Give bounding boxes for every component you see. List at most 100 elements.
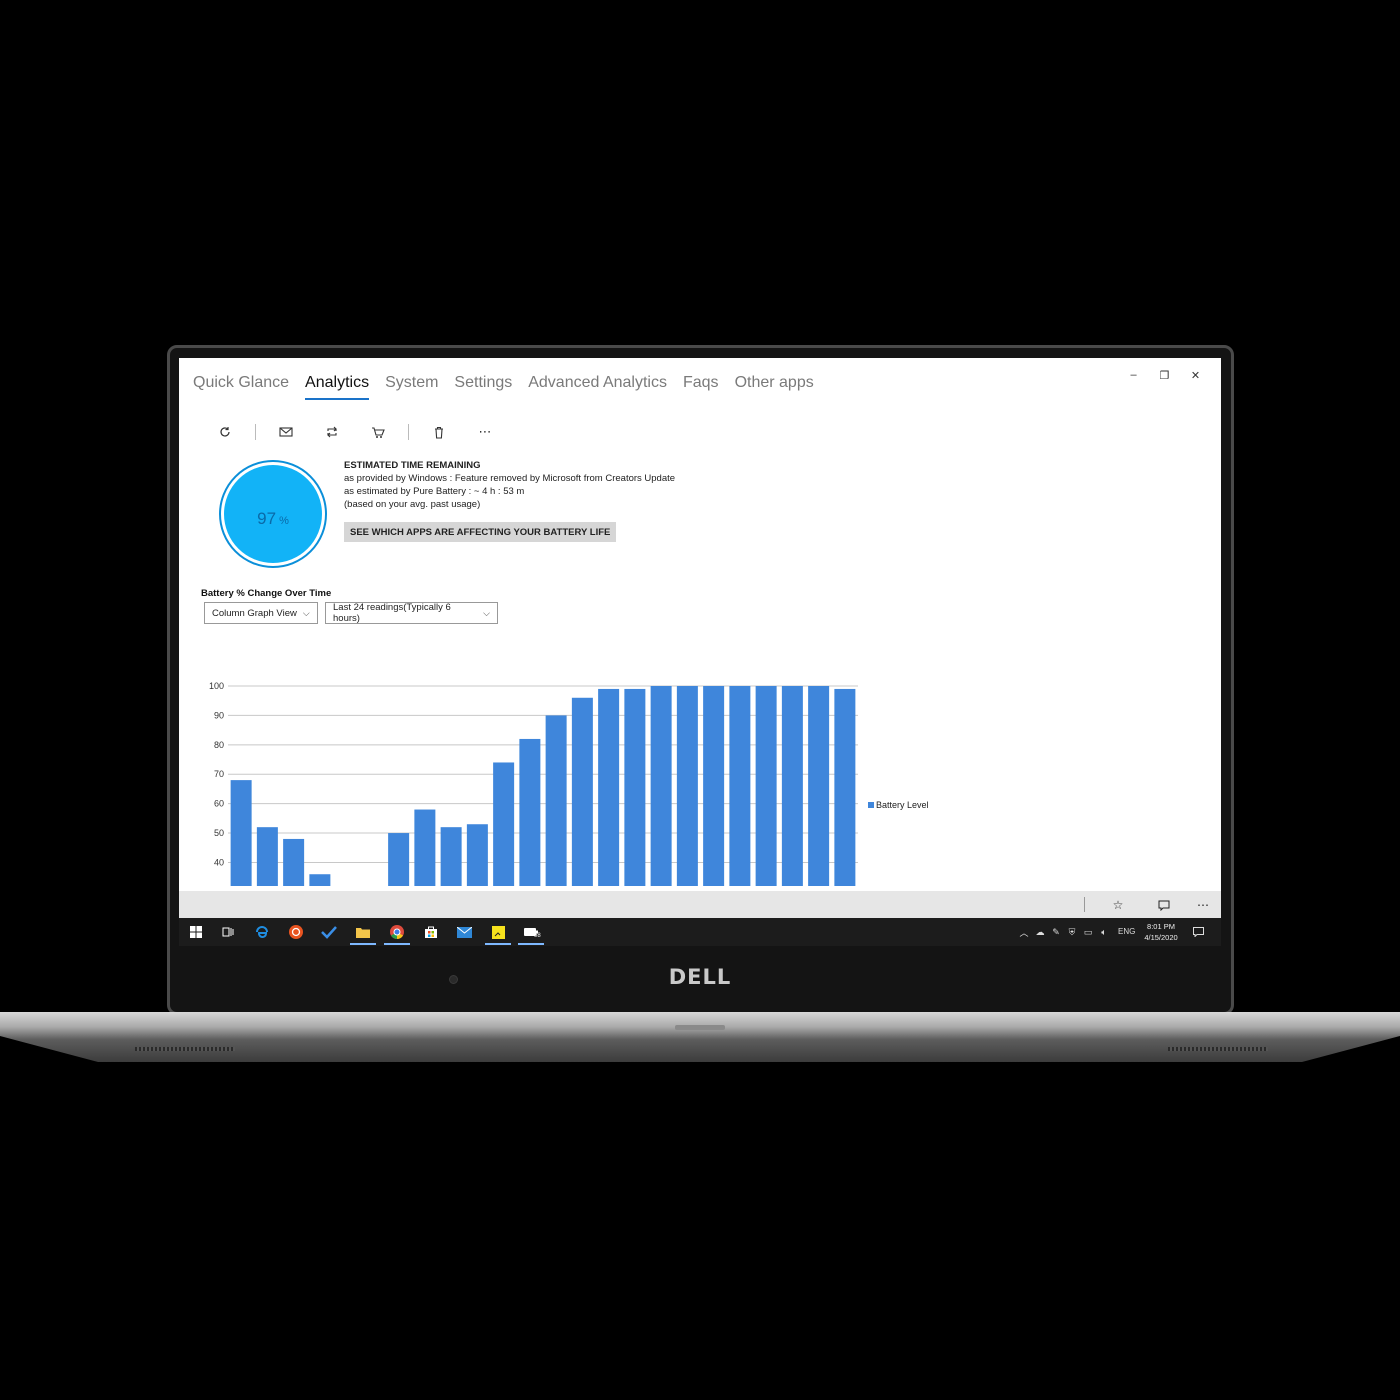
battery-bar bbox=[808, 686, 830, 886]
battery-bar bbox=[571, 697, 593, 886]
tab-analytics[interactable]: Analytics bbox=[305, 374, 370, 400]
y-tick-label: 40 bbox=[214, 857, 224, 867]
dell-logo: DELL bbox=[668, 965, 732, 989]
chevron-up-icon[interactable]: ︿ bbox=[1019, 927, 1029, 938]
battery-bar bbox=[676, 686, 698, 886]
repeat-icon[interactable] bbox=[316, 420, 348, 444]
mail-app-icon[interactable] bbox=[455, 923, 473, 941]
laptop-vent-right bbox=[1168, 1047, 1268, 1051]
windows-start-icon[interactable] bbox=[187, 923, 205, 941]
battery-gauge-fill: 97 % bbox=[224, 465, 322, 563]
battery-tray-icon[interactable]: ▭ bbox=[1083, 926, 1093, 937]
battery-bar bbox=[440, 827, 462, 886]
pure-battery-icon[interactable] bbox=[518, 923, 544, 945]
command-bar-divider bbox=[1084, 897, 1085, 912]
edge-icon[interactable] bbox=[253, 923, 271, 941]
app-badge: 98 bbox=[534, 933, 541, 939]
battery-bar bbox=[650, 686, 672, 886]
active-app-indicator bbox=[350, 943, 376, 945]
battery-percent-unit: % bbox=[279, 515, 289, 527]
active-app-indicator bbox=[518, 943, 544, 945]
battery-bar bbox=[466, 824, 488, 886]
battery-bar bbox=[388, 833, 410, 886]
windows-taskbar: 98 ︿ ☁ ✎ ⛨ ▭ 🔈︎ ENG 8:01 PM 4/15/2020 bbox=[179, 918, 1221, 946]
battery-bar bbox=[781, 686, 803, 886]
tab-advanced-analytics[interactable]: Advanced Analytics bbox=[528, 374, 667, 391]
tab-other-apps[interactable]: Other apps bbox=[734, 374, 814, 391]
graph-view-dropdown-value: Column Graph View bbox=[212, 607, 297, 619]
favorite-icon[interactable]: ☆ bbox=[1112, 898, 1124, 912]
battery-bar bbox=[834, 688, 856, 886]
estimate-basis-line: (based on your avg. past usage) bbox=[344, 499, 481, 510]
language-indicator[interactable]: ENG bbox=[1118, 927, 1136, 936]
estimate-pure-battery-line: as estimated by Pure Battery : ~ 4 h : 5… bbox=[344, 486, 525, 497]
battery-bar bbox=[755, 686, 777, 886]
todo-icon[interactable] bbox=[320, 923, 338, 941]
laptop-base bbox=[0, 1012, 1400, 1062]
toolbar-divider bbox=[408, 424, 409, 440]
y-tick-label: 90 bbox=[214, 710, 224, 720]
estimate-block: ESTIMATED TIME REMAINING as provided by … bbox=[344, 459, 675, 511]
clock-date: 4/15/2020 bbox=[1144, 933, 1178, 942]
battery-bar bbox=[703, 686, 725, 886]
feedback-icon[interactable] bbox=[1151, 895, 1177, 915]
app-command-bar: ☆ ⋯ bbox=[179, 891, 1221, 918]
toolbar-divider bbox=[255, 424, 256, 440]
legend-label: Battery Level bbox=[876, 800, 929, 810]
action-center-icon[interactable] bbox=[1192, 926, 1204, 938]
webcam bbox=[449, 975, 458, 984]
battery-percent-value: 97 bbox=[257, 509, 277, 528]
chrome-icon[interactable] bbox=[384, 923, 410, 945]
volume-icon[interactable]: 🔈︎ bbox=[1101, 926, 1107, 937]
security-icon[interactable]: ⛨ bbox=[1068, 926, 1076, 937]
battery-bar bbox=[414, 809, 436, 886]
mail-icon[interactable] bbox=[270, 420, 302, 444]
pen-icon[interactable]: ✎ bbox=[1052, 926, 1060, 937]
battery-bar bbox=[624, 688, 646, 886]
taskbar-clock[interactable]: 8:01 PM 4/15/2020 bbox=[1139, 921, 1183, 943]
estimate-windows-line: as provided by Windows : Feature removed… bbox=[344, 473, 676, 484]
more-icon[interactable]: ⋯ bbox=[1197, 898, 1209, 912]
battery-bar bbox=[309, 874, 331, 886]
graph-title: Battery % Change Over Time bbox=[201, 588, 332, 599]
app-window: Quick Glance Analytics System Settings A… bbox=[179, 358, 1221, 946]
tab-faqs[interactable]: Faqs bbox=[682, 374, 719, 391]
tab-quick-glance[interactable]: Quick Glance bbox=[193, 374, 290, 391]
laptop-base-notch bbox=[675, 1025, 725, 1030]
minimize-button[interactable]: – bbox=[1130, 369, 1137, 381]
store-icon[interactable] bbox=[422, 923, 440, 941]
task-view-icon[interactable] bbox=[219, 923, 237, 941]
clock-time: 8:01 PM bbox=[1147, 922, 1175, 931]
cart-icon[interactable] bbox=[362, 420, 394, 444]
battery-bar bbox=[545, 715, 567, 886]
battery-bar bbox=[493, 762, 515, 886]
delete-icon[interactable] bbox=[423, 420, 455, 444]
sticky-notes-icon[interactable] bbox=[485, 923, 511, 945]
ubuntu-icon[interactable] bbox=[287, 923, 305, 941]
file-explorer-icon[interactable] bbox=[350, 923, 376, 945]
window-controls: – ❐ ✕ bbox=[1118, 364, 1211, 386]
close-button[interactable]: ✕ bbox=[1190, 369, 1201, 382]
chevron-down-icon: ⌵ bbox=[302, 607, 310, 618]
graph-range-dropdown-value: Last 24 readings(Typically 6 hours) bbox=[333, 602, 451, 624]
battery-bar bbox=[283, 838, 305, 886]
tab-settings[interactable]: Settings bbox=[454, 374, 513, 391]
see-apps-button[interactable]: SEE WHICH APPS ARE AFFECTING YOUR BATTER… bbox=[344, 522, 617, 542]
toolbar: ⋯ bbox=[209, 420, 515, 444]
tab-system[interactable]: System bbox=[385, 374, 439, 391]
battery-bar bbox=[598, 688, 620, 886]
tab-bar: Quick Glance Analytics System Settings A… bbox=[193, 374, 830, 400]
active-app-indicator bbox=[384, 943, 410, 945]
more-icon[interactable]: ⋯ bbox=[478, 424, 492, 439]
laptop-vent-left bbox=[135, 1047, 235, 1051]
cloud-icon[interactable]: ☁ bbox=[1035, 926, 1045, 937]
graph-range-dropdown[interactable]: Last 24 readings(Typically 6 hours) ⌵ bbox=[325, 602, 498, 624]
y-tick-label: 100 bbox=[209, 681, 224, 691]
restore-button[interactable]: ❐ bbox=[1159, 369, 1170, 382]
battery-bar bbox=[519, 738, 541, 886]
y-tick-label: 70 bbox=[214, 769, 224, 779]
chevron-down-icon: ⌵ bbox=[483, 607, 490, 618]
battery-column-chart: 40 50 60 70 80 90 100 bbox=[209, 681, 858, 886]
graph-view-dropdown[interactable]: Column Graph View ⌵ bbox=[204, 602, 318, 624]
refresh-icon[interactable] bbox=[209, 420, 241, 444]
